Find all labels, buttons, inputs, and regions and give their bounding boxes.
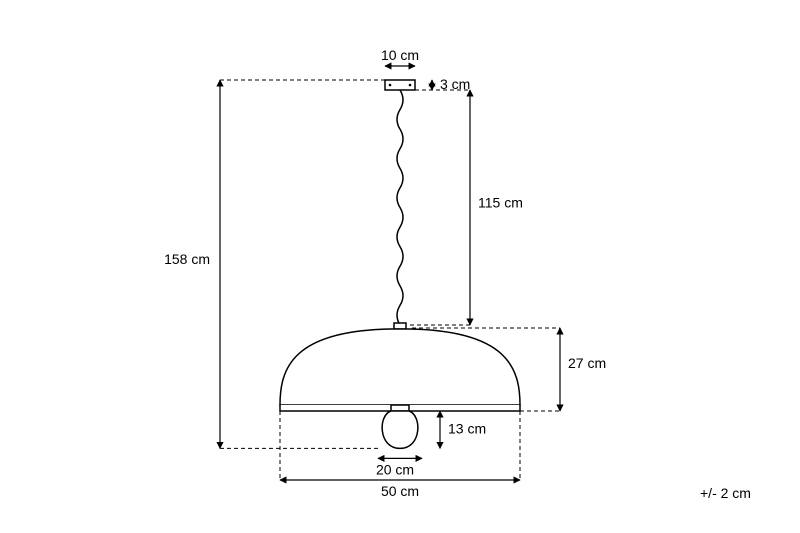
lamp-shade [280, 323, 520, 411]
label-total-height: 158 cm [164, 251, 210, 267]
label-shade-width: 50 cm [381, 483, 419, 499]
label-shade-height: 27 cm [568, 355, 606, 371]
label-chain-length: 115 cm [478, 195, 523, 211]
label-bulb-height: 13 cm [448, 421, 486, 437]
dim-bulb-height: 13 cm [440, 411, 486, 448]
canopy [385, 80, 415, 90]
dim-chain-length: 115 cm [410, 90, 523, 325]
dim-bulb-width: 20 cm [376, 458, 422, 477]
label-canopy-width: 10 cm [381, 47, 419, 63]
chain [397, 90, 403, 325]
dim-canopy-width: 10 cm [381, 47, 419, 66]
lamp-dimension-diagram: 158 cm 10 cm 3 cm 115 cm 27 cm 13 cm 20 … [0, 0, 800, 533]
tolerance-label: +/- 2 cm [700, 485, 751, 501]
label-bulb-width: 20 cm [376, 461, 414, 477]
